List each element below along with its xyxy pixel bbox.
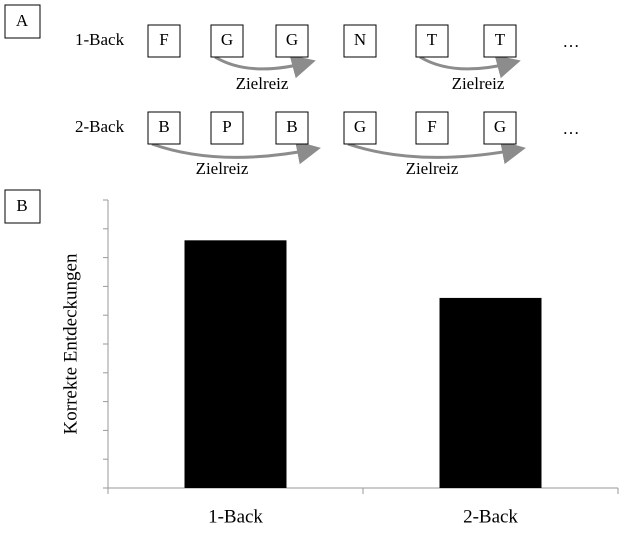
letter-box	[415, 111, 449, 145]
ellipsis: …	[563, 119, 580, 138]
letter-box	[210, 24, 244, 58]
letter-box	[343, 24, 377, 58]
letter: F	[159, 30, 168, 49]
letter: T	[427, 30, 438, 49]
letter: G	[286, 30, 298, 49]
letter-box	[343, 111, 377, 145]
letter: T	[495, 30, 506, 49]
letter-box	[210, 111, 244, 145]
y-axis-label: Korrekte Entdeckungen	[60, 253, 81, 434]
x-tick-label: 1-Back	[208, 506, 263, 527]
arrow	[214, 55, 316, 79]
letter: N	[354, 30, 366, 49]
letter-box	[483, 111, 517, 145]
letter-box	[483, 24, 517, 58]
arrow	[419, 55, 521, 79]
letter: G	[354, 117, 366, 136]
letter-box	[415, 24, 449, 58]
annotation: Zielreiz	[196, 159, 249, 178]
letter-box	[275, 24, 309, 58]
panel-label: B	[16, 196, 27, 215]
bar	[184, 240, 287, 488]
letter: F	[427, 117, 436, 136]
letter: P	[222, 117, 231, 136]
x-tick-label: 2-Back	[463, 506, 518, 527]
panel-label: A	[16, 11, 29, 30]
letter: G	[494, 117, 506, 136]
arrow	[151, 140, 321, 165]
letter: B	[286, 117, 297, 136]
letter: B	[158, 117, 169, 136]
letter-box	[275, 111, 309, 145]
letter-box	[147, 111, 181, 145]
row-label: 2-Back	[75, 117, 125, 136]
annotation: Zielreiz	[452, 74, 505, 93]
annotation: Zielreiz	[236, 74, 289, 93]
panel-label-box	[4, 4, 41, 39]
letter-box	[147, 24, 181, 58]
row-label: 1-Back	[75, 30, 125, 49]
ellipsis: …	[563, 32, 580, 51]
arrow	[347, 140, 526, 165]
annotation: Zielreiz	[406, 159, 459, 178]
letter: G	[221, 30, 233, 49]
bar	[439, 297, 542, 488]
panel-label-box	[4, 189, 41, 224]
